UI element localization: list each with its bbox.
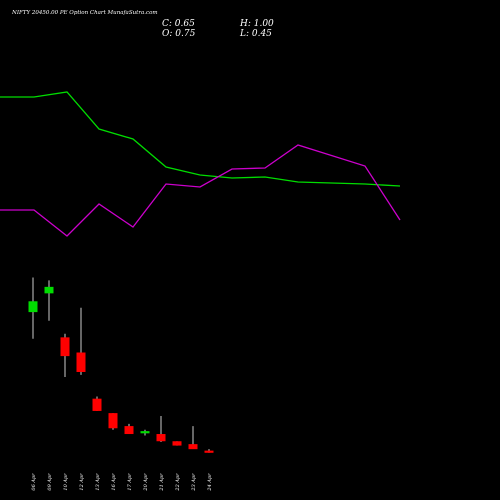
candle-10 [172, 441, 182, 446]
candle-7 [124, 423, 134, 435]
x-tick-label: 10 Apr [63, 473, 69, 491]
candle-9 [156, 415, 166, 442]
high-value: H: 1.00 [239, 19, 274, 29]
candlesticks [28, 277, 214, 453]
candle-2 [44, 280, 54, 321]
candle-body [92, 398, 102, 411]
indicator-lines [0, 91, 401, 237]
low-value: L: 0.45 [239, 29, 272, 39]
candle-11 [188, 426, 198, 450]
x-tick-label: 21 Apr [159, 473, 165, 492]
x-axis-ticks: 06 Apr 09 Apr 10 Apr 12 Apr 13 Apr 16 Apr 17 A… [31, 473, 213, 492]
candle-3 [60, 333, 70, 378]
candle-8 [140, 429, 150, 436]
candle-body [156, 434, 166, 442]
x-tick-label: 22 Apr [175, 473, 181, 492]
x-tick-label: 06 Apr [31, 473, 37, 491]
candle-body [28, 301, 38, 313]
candle-body [60, 337, 70, 357]
candle-4 [76, 307, 86, 375]
x-tick-label: 13 Apr [95, 473, 101, 491]
x-tick-label: 24 Apr [207, 473, 213, 492]
candle-body [108, 413, 118, 429]
open-value: O: 0.75 [162, 29, 196, 39]
x-tick-label: 12 Apr [79, 473, 85, 491]
candle-body [172, 441, 182, 446]
candle-body [44, 286, 54, 294]
candle-body [76, 352, 86, 372]
candle-1 [28, 277, 38, 339]
x-tick-label: 16 Apr [111, 473, 117, 491]
x-tick-label: 23 Apr [191, 473, 197, 492]
chart-title: NIFTY 20450.00 PE Option Chart MunafaSut… [11, 10, 158, 16]
indicator-line-1 [0, 91, 401, 187]
close-value: C: 0.65 [162, 19, 195, 29]
candle-5 [92, 396, 102, 411]
candle-body [204, 450, 214, 453]
candle-body [140, 431, 150, 434]
x-tick-label: 17 Apr [127, 473, 133, 491]
x-tick-label: 09 Apr [47, 473, 53, 491]
candle-6 [108, 413, 118, 430]
candle-body [188, 444, 198, 450]
candle-12 [204, 449, 214, 453]
indicator-line-2 [0, 144, 401, 237]
x-tick-label: 20 Apr [143, 473, 149, 492]
candle-body [124, 426, 134, 435]
